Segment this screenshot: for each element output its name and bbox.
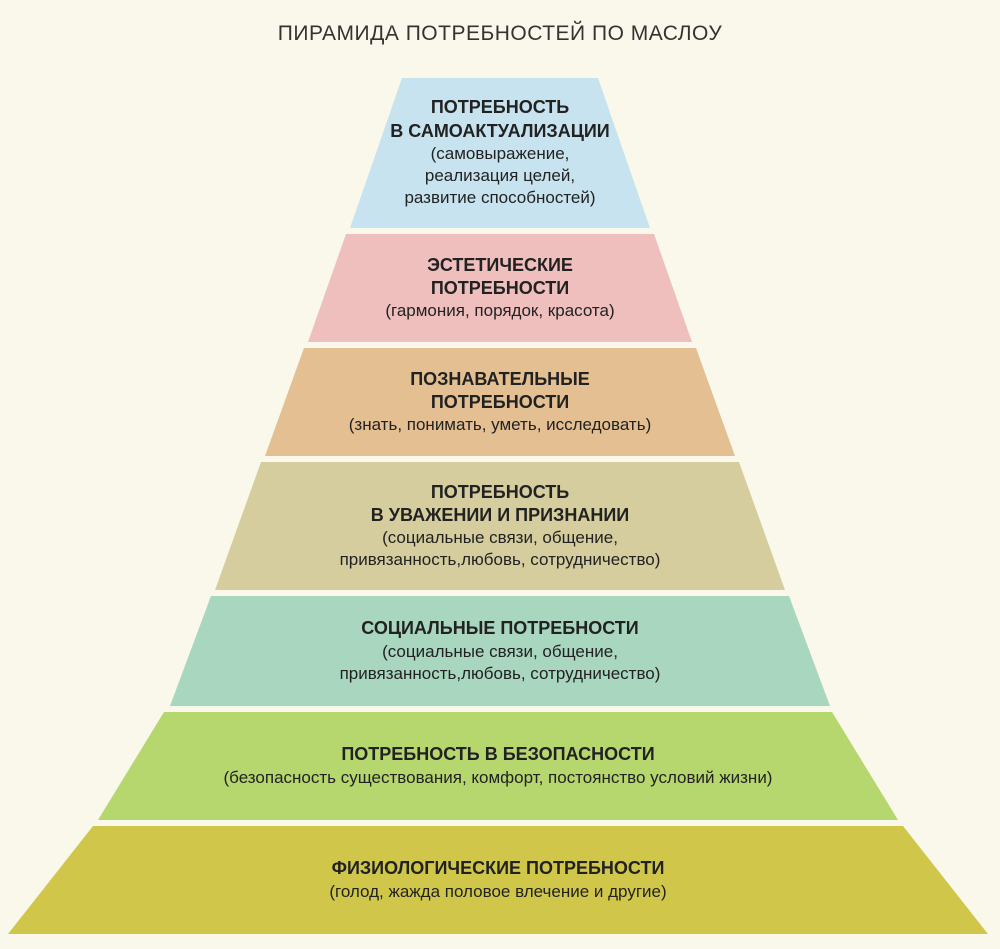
pyramid-level-esteem: ПОТРЕБНОСТЬВ УВАЖЕНИИ И ПРИЗНАНИИ(социал… bbox=[215, 462, 785, 590]
level-heading: ПОТРЕБНОСТЬ bbox=[431, 96, 569, 119]
pyramid-level-social: СОЦИАЛЬНЫЕ ПОТРЕБНОСТИ(социальные связи,… bbox=[170, 596, 830, 706]
level-heading: ПОТРЕБНОСТЬ bbox=[431, 481, 569, 504]
level-desc: реализация целей, bbox=[425, 165, 575, 187]
level-desc: (самовыражение, bbox=[431, 143, 570, 165]
level-heading: СОЦИАЛЬНЫЕ ПОТРЕБНОСТИ bbox=[361, 617, 638, 640]
level-desc: (гармония, порядок, красота) bbox=[385, 300, 614, 322]
level-desc: (социальные связи, общение, bbox=[382, 527, 618, 549]
level-heading: ФИЗИОЛОГИЧЕСКИЕ ПОТРЕБНОСТИ bbox=[332, 857, 665, 880]
level-heading: ПОТРЕБНОСТИ bbox=[431, 277, 569, 300]
pyramid-level-cognitive: ПОЗНАВАТЕЛЬНЫЕПОТРЕБНОСТИ(знать, понимат… bbox=[265, 348, 735, 456]
level-desc: развитие способностей) bbox=[404, 187, 595, 209]
pyramid-level-physiological: ФИЗИОЛОГИЧЕСКИЕ ПОТРЕБНОСТИ(голод, жажда… bbox=[8, 826, 988, 934]
level-heading: В УВАЖЕНИИ И ПРИЗНАНИИ bbox=[371, 504, 629, 527]
pyramid-level-aesthetic: ЭСТЕТИЧЕСКИЕПОТРЕБНОСТИ(гармония, порядо… bbox=[308, 234, 692, 342]
level-heading: ЭСТЕТИЧЕСКИЕ bbox=[427, 254, 573, 277]
level-heading: ПОЗНАВАТЕЛЬНЫЕ bbox=[410, 368, 590, 391]
pyramid-level-self-actualization: ПОТРЕБНОСТЬВ САМОАКТУАЛИЗАЦИИ(самовыраже… bbox=[350, 78, 650, 228]
pyramid: ПОТРЕБНОСТЬВ САМОАКТУАЛИЗАЦИИ(самовыраже… bbox=[0, 0, 1000, 949]
level-heading: ПОТРЕБНОСТИ bbox=[431, 391, 569, 414]
level-desc: (голод, жажда половое влечение и другие) bbox=[329, 881, 666, 903]
level-desc: (безопасность существования, комфорт, по… bbox=[224, 767, 773, 789]
level-desc: привязанность,любовь, сотрудничество) bbox=[340, 663, 661, 685]
level-heading: ПОТРЕБНОСТЬ В БЕЗОПАСНОСТИ bbox=[341, 743, 654, 766]
pyramid-level-safety: ПОТРЕБНОСТЬ В БЕЗОПАСНОСТИ(безопасность … bbox=[98, 712, 898, 820]
level-heading: В САМОАКТУАЛИЗАЦИИ bbox=[390, 120, 609, 143]
level-desc: (знать, понимать, уметь, исследовать) bbox=[349, 414, 652, 436]
level-desc: (социальные связи, общение, bbox=[382, 641, 618, 663]
level-desc: привязанность,любовь, сотрудничество) bbox=[340, 549, 661, 571]
canvas: ПИРАМИДА ПОТРЕБНОСТЕЙ ПО МАСЛОУ ПОТРЕБНО… bbox=[0, 0, 1000, 949]
